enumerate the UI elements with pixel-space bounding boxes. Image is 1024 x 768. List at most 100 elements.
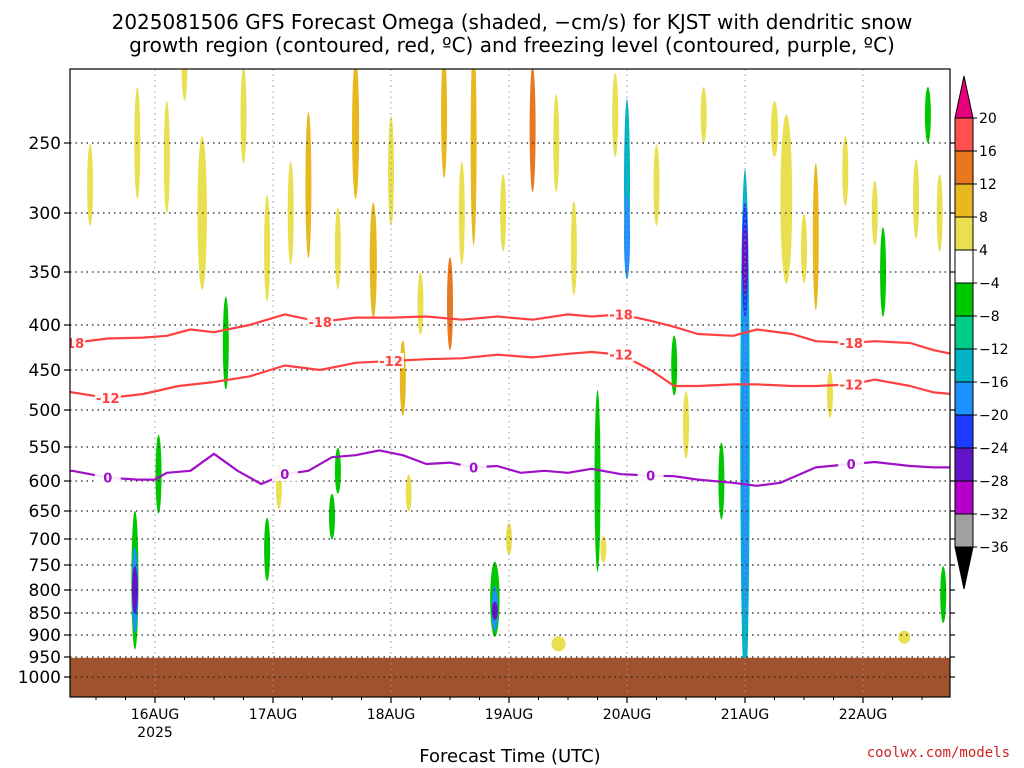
colorbar-segment [954, 348, 974, 383]
contour-label: -18 [839, 337, 863, 352]
omega-streak [553, 94, 560, 192]
colorbar-segment [954, 150, 974, 185]
contour-label-bg [460, 459, 487, 475]
colorbar-label: −16 [979, 375, 1009, 391]
contour-label-bg [378, 353, 404, 368]
colorbar-segment [954, 183, 974, 218]
x-tick-label: 17AUG [249, 707, 298, 723]
omega-streak [163, 101, 170, 213]
colorbar-label: −4 [979, 276, 1000, 292]
contour-label: 0 [646, 470, 655, 485]
colorbar-segment [954, 282, 974, 317]
omega-patch [529, 69, 536, 192]
omega-patch [624, 193, 630, 280]
contour-label-bg [271, 466, 298, 482]
omega-streak [913, 159, 920, 239]
omega-streak [700, 87, 707, 143]
colorbar-segment [954, 249, 974, 284]
colorbar: 20 16 12 8 4 −4 −8 −12 −16 −20 −24 −28 −32 −36 [954, 75, 1009, 590]
y-tick-label: 700 [29, 530, 61, 550]
y-tick-label: 1000 [18, 668, 61, 688]
colorbar-label: 16 [979, 144, 997, 160]
omega-patch [16, 62, 22, 251]
omega-patch [683, 391, 689, 459]
omega-streak [405, 474, 412, 512]
colorbar-segment [954, 513, 974, 548]
x-tick-sublabel: 2025 [137, 725, 173, 741]
contour-label-bg [94, 390, 121, 405]
omega-patch [447, 257, 453, 351]
y-axis-ticks: 2503003504004505005506006507007508008509… [18, 134, 955, 688]
omega-streak [871, 180, 878, 246]
plot-frame [69, 68, 951, 698]
omega-patch [671, 335, 678, 396]
contour-label-bg [70, 335, 86, 350]
y-tick-label: 800 [29, 581, 61, 601]
omega-streak [570, 201, 577, 296]
x-tick-label: 18AUG [367, 707, 416, 723]
omega-patch [880, 227, 887, 317]
colorbar-label: −28 [979, 474, 1009, 490]
colorbar-segment [954, 414, 974, 449]
omega-streak [417, 272, 424, 335]
contour-label: -12 [839, 378, 863, 393]
colorbar-segment [954, 381, 974, 416]
contour-label: 0 [469, 461, 478, 476]
omega-streak [653, 144, 660, 226]
contour-line-minus18 [70, 313, 950, 355]
omega-patch [155, 434, 162, 514]
omega-patch [305, 111, 312, 259]
contour-label: -12 [379, 355, 403, 370]
omega-streak [87, 144, 94, 226]
omega-patch [551, 636, 566, 652]
contour-line-minus12 [70, 350, 950, 400]
x-axis-ticks: 16AUG 2025 17AUG 18AUG 19AUG 20AUG 21AUG 22AUG [95, 697, 923, 741]
omega-streak [334, 207, 341, 290]
x-tick-label: 16AUG [131, 707, 180, 723]
omega-patch [742, 226, 748, 295]
chart-title-line1: 2025081506 GFS Forecast Omega (shaded, −… [112, 10, 913, 34]
colorbar-label: 20 [979, 111, 997, 127]
chart-title-line2: growth region (contoured, red, ºC) and f… [129, 33, 895, 57]
omega-patch [61, 607, 67, 634]
omega-streak [600, 536, 607, 563]
omega-patch [924, 87, 931, 143]
omega-streak [842, 136, 849, 206]
colorbar-segment [954, 216, 974, 251]
omega-patch [594, 390, 601, 572]
y-tick-label: 550 [29, 438, 61, 458]
omega-streak [388, 116, 394, 226]
omega-streak [181, 69, 188, 101]
colorbar-top-arrow [954, 75, 974, 119]
omega-patch [329, 493, 335, 540]
y-tick-label: 900 [29, 626, 61, 646]
omega-patch [812, 163, 819, 310]
omega-streak [240, 69, 247, 164]
contour-label: -18 [61, 337, 85, 352]
y-tick-label: 600 [29, 472, 61, 492]
omega-patch [131, 566, 138, 614]
colorbar-label: −12 [979, 342, 1009, 358]
contour-label-bg [838, 376, 865, 392]
y-tick-label: 850 [29, 604, 61, 624]
omega-patch [898, 630, 911, 644]
x-tick-label: 19AUG [485, 707, 534, 723]
omega-patch [222, 296, 229, 390]
colorbar-label: 12 [979, 177, 997, 193]
omega-patch [742, 222, 748, 627]
y-tick-label: 350 [29, 263, 61, 283]
omega-streak [500, 174, 507, 252]
omega-patch [780, 114, 793, 284]
contour-label: -18 [609, 308, 633, 323]
contour-label-bg [838, 456, 865, 471]
omega-streak [264, 195, 271, 302]
colorbar-label: −36 [979, 540, 1009, 556]
y-tick-label: 300 [29, 204, 61, 224]
contour-label-bg [637, 467, 664, 483]
omega-streak [770, 101, 779, 157]
contour-label-bg [838, 335, 865, 350]
colorbar-segment [954, 315, 974, 350]
plot-background [70, 69, 950, 697]
contour-label: -12 [609, 349, 633, 364]
